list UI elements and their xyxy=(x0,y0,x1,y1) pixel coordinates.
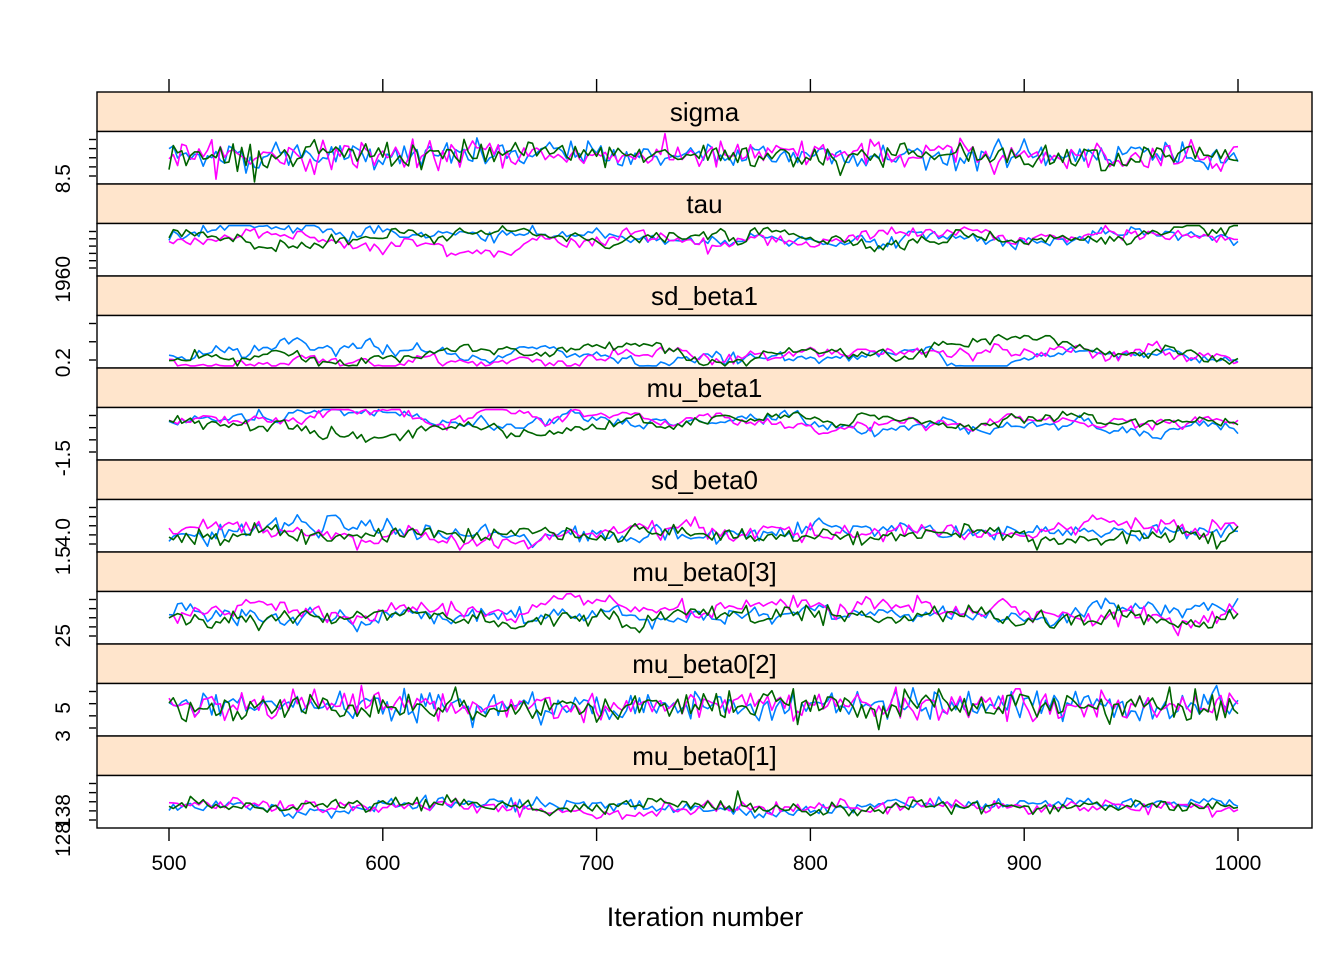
strip-label: sd_beta0 xyxy=(651,465,758,495)
strip-background xyxy=(96,275,1313,317)
y-tick-label: 0.2 xyxy=(52,348,75,377)
strip-background xyxy=(96,459,1313,501)
y-tick-label: 25 xyxy=(52,624,75,647)
strip-background xyxy=(96,367,1313,409)
chain-3-trace xyxy=(168,604,1239,634)
x-tick-label: 600 xyxy=(365,852,400,875)
y-tick-label: 138 xyxy=(52,794,75,829)
strip-label: sd_beta1 xyxy=(651,281,758,311)
panel-mu_beta03: mu_beta0[3] 25 xyxy=(52,551,1313,647)
top-x-axis xyxy=(168,79,1239,92)
panel-tau: tau 1960 xyxy=(52,183,1313,303)
strip-background xyxy=(96,551,1313,593)
y-tick-label: 1960 xyxy=(52,256,75,303)
chain-3-trace xyxy=(168,522,1239,551)
strip-background xyxy=(96,183,1313,225)
y-tick-label: -1.5 xyxy=(52,440,75,476)
chain-2-trace xyxy=(168,132,1239,180)
panel-mu_beta02: mu_beta0[2] 3 5 xyxy=(52,643,1313,742)
x-tick-label: 900 xyxy=(1007,852,1042,875)
chain-3-trace xyxy=(168,138,1239,183)
x-tick-label: 800 xyxy=(793,852,828,875)
chain-1-trace xyxy=(168,513,1239,549)
strip-background xyxy=(96,91,1313,133)
chain-2-trace xyxy=(168,592,1239,637)
chain-3-trace xyxy=(168,790,1239,817)
x-tick-label: 700 xyxy=(579,852,614,875)
bottom-x-axis: 500 600 700 800 900 1000 xyxy=(151,828,1261,875)
chain-3-trace xyxy=(168,410,1239,443)
y-tick-label: 3 xyxy=(52,730,75,742)
y-tick-label: 4.0 xyxy=(52,518,75,547)
chain-2-trace xyxy=(168,224,1239,258)
strip-background xyxy=(96,735,1313,777)
plot-area xyxy=(96,498,1313,553)
chain-1-trace xyxy=(168,684,1239,729)
panel-sd_beta0: sd_beta0 1.54.0 xyxy=(52,459,1313,575)
panel-sd_beta1: sd_beta1 0.2 xyxy=(52,275,1313,377)
strip-label: mu_beta0[3] xyxy=(632,557,777,587)
chain-2-trace xyxy=(168,408,1239,436)
chain-3-trace xyxy=(168,686,1239,731)
y-tick-label: 8.5 xyxy=(52,164,75,193)
strip-label: sigma xyxy=(670,97,740,127)
x-tick-label: 500 xyxy=(151,852,186,875)
strip-label: tau xyxy=(686,189,722,219)
x-axis-title: Iteration number xyxy=(607,902,804,932)
y-tick-label: 128 xyxy=(52,822,75,857)
chain-2-trace xyxy=(168,684,1239,724)
x-tick-label: 1000 xyxy=(1215,852,1262,875)
strip-label: mu_beta0[1] xyxy=(632,741,777,771)
y-tick-label: 5 xyxy=(52,702,75,714)
plot-area xyxy=(96,682,1313,737)
strip-background xyxy=(96,643,1313,685)
panel-sigma: sigma 8.5 xyxy=(52,91,1313,193)
panel-mu_beta1: mu_beta1 -1.5 xyxy=(52,367,1313,476)
chain-2-trace xyxy=(168,340,1239,367)
chain-3-trace xyxy=(168,333,1239,367)
y-tick-label: 1.5 xyxy=(52,546,75,575)
strip-label: mu_beta1 xyxy=(647,373,763,403)
strip-label: mu_beta0[2] xyxy=(632,649,777,679)
chain-3-trace xyxy=(168,224,1238,253)
chain-1-trace xyxy=(168,794,1239,819)
